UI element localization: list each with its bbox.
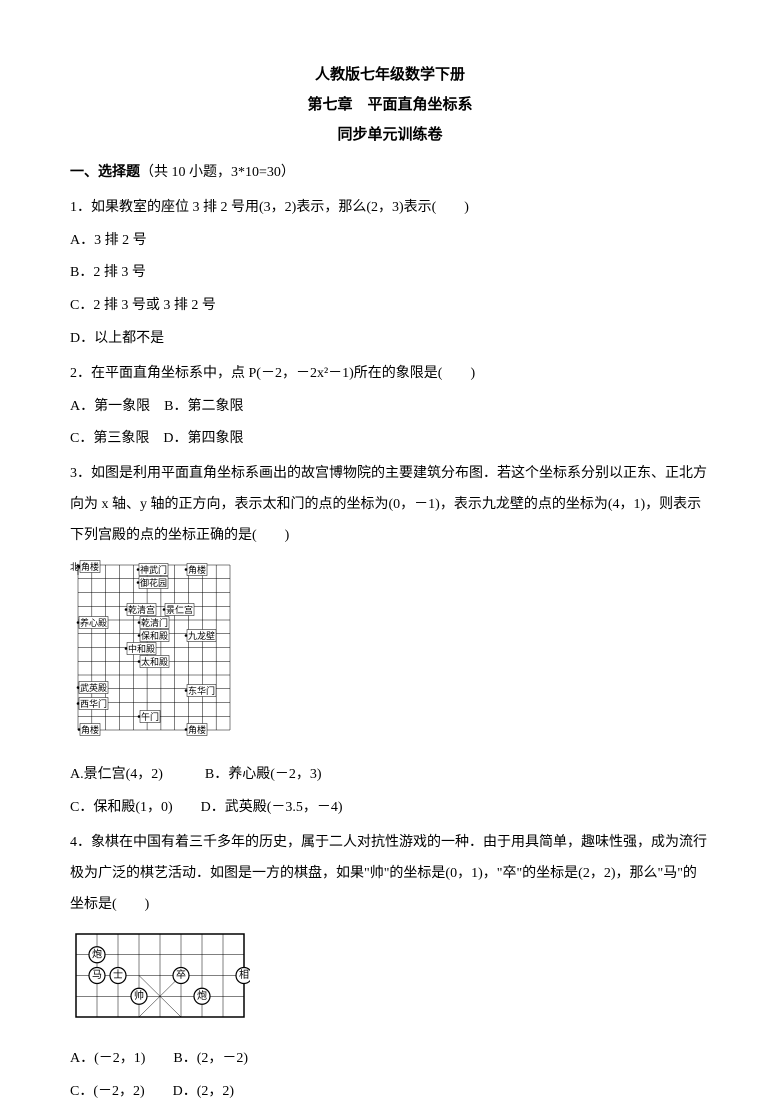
svg-text:角楼: 角楼 [188,564,206,575]
svg-text:九龙壁: 九龙壁 [188,630,215,641]
svg-text:西华门: 西华门 [80,698,107,709]
section-1-heading: 一、选择题（共 10 小题，3*10=30） [70,158,710,189]
svg-text:太和殿: 太和殿 [141,656,168,667]
q1-opt-d: D．以上都不是 [70,324,710,355]
svg-text:武英殿: 武英殿 [80,682,107,693]
chess-board-svg: 炮马士帅卒炮相 [70,928,250,1023]
svg-text:士: 士 [113,968,123,981]
question-4: 4．象棋在中国有着三千多年的历史，属于二人对抗性游戏的一种．由于用具简单，趣味性… [70,828,710,1108]
q3-opt-ab: A.景仁宫(4，2) B．养心殿(－2，3) [70,760,710,791]
q4-opt-cd: C．(－2，2) D．(2，2) [70,1077,710,1108]
svg-text:景仁宫: 景仁宫 [166,604,193,615]
palace-map-svg: 北角楼神武门角楼御花园乾清宫景仁宫养心殿乾清门保和殿九龙壁中和殿太和殿武英殿东华… [70,560,235,740]
q2-stem: 2．在平面直角坐标系中，点 P(－2，－2x²－1)所在的象限是( ) [70,359,710,390]
svg-text:午门: 午门 [141,711,159,722]
q3-figure: 北角楼神武门角楼御花园乾清宫景仁宫养心殿乾清门保和殿九龙壁中和殿太和殿武英殿东华… [70,560,710,753]
question-2: 2．在平面直角坐标系中，点 P(－2，－2x²－1)所在的象限是( ) A．第一… [70,359,710,455]
q4-opt-ab: A．(－2，1) B．(2，－2) [70,1044,710,1075]
svg-text:乾清宫: 乾清宫 [128,604,155,615]
svg-text:帅: 帅 [134,989,144,1002]
svg-text:神武门: 神武门 [140,564,167,575]
q4-figure: 炮马士帅卒炮相 [70,928,710,1036]
svg-text:炮: 炮 [197,989,207,1002]
q3-opt-cd: C．保和殿(1，0) D．武英殿(－3.5，－4) [70,793,710,824]
svg-text:保和殿: 保和殿 [141,630,168,641]
svg-text:东华门: 东华门 [188,685,215,696]
q3-stem: 3．如图是利用平面直角坐标系画出的故宫博物院的主要建筑分布图．若这个坐标系分别以… [70,459,710,551]
section-1-title: 一、选择题 [70,165,140,180]
q4-stem: 4．象棋在中国有着三千多年的历史，属于二人对抗性游戏的一种．由于用具简单，趣味性… [70,828,710,920]
title-line-3: 同步单元训练卷 [70,120,710,150]
svg-text:卒: 卒 [176,968,186,981]
q1-stem: 1．如果教室的座位 3 排 2 号用(3，2)表示，那么(2，3)表示( ) [70,193,710,224]
question-1: 1．如果教室的座位 3 排 2 号用(3，2)表示，那么(2，3)表示( ) A… [70,193,710,355]
q1-opt-b: B．2 排 3 号 [70,258,710,289]
svg-text:炮: 炮 [92,948,102,961]
question-3: 3．如图是利用平面直角坐标系画出的故宫博物院的主要建筑分布图．若这个坐标系分别以… [70,459,710,824]
title-line-1: 人教版七年级数学下册 [70,60,710,90]
svg-text:御花园: 御花园 [140,577,167,588]
svg-text:角楼: 角楼 [81,561,99,572]
q2-opt-cd: C．第三象限 D．第四象限 [70,424,710,455]
section-1-note: （共 10 小题，3*10=30） [140,165,295,180]
svg-text:中和殿: 中和殿 [128,643,155,654]
q1-opt-c: C．2 排 3 号或 3 排 2 号 [70,291,710,322]
svg-text:相: 相 [239,968,249,981]
svg-text:马: 马 [92,969,102,981]
q2-opt-ab: A．第一象限 B．第二象限 [70,392,710,423]
svg-text:乾清门: 乾清门 [141,617,168,628]
svg-text:角楼: 角楼 [81,724,99,735]
title-line-2: 第七章 平面直角坐标系 [70,90,710,120]
q1-opt-a: A．3 排 2 号 [70,226,710,257]
svg-text:角楼: 角楼 [188,724,206,735]
svg-text:养心殿: 养心殿 [80,617,107,628]
